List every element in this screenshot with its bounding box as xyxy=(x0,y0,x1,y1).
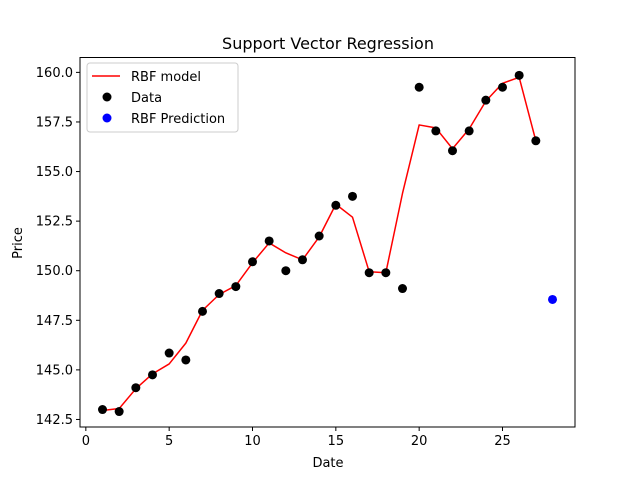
data-point xyxy=(498,82,507,92)
data-point xyxy=(248,257,257,267)
legend-prediction-marker xyxy=(102,113,112,123)
y-tick-label: 142.5 xyxy=(36,413,73,428)
data-point xyxy=(131,383,141,393)
series-layer xyxy=(98,70,557,417)
data-point xyxy=(181,355,191,365)
data-point xyxy=(531,136,541,146)
y-tick-label: 152.5 xyxy=(36,215,73,230)
y-tick-label: 145.0 xyxy=(36,363,73,378)
data-point xyxy=(114,407,124,417)
data-point xyxy=(481,95,491,105)
legend-label-rbf-model: RBF model xyxy=(131,70,201,85)
y-axis-label: Price xyxy=(11,227,26,259)
data-point xyxy=(348,191,357,201)
data-point xyxy=(264,236,274,246)
legend-label-rbf-prediction: RBF Prediction xyxy=(131,112,225,127)
data-point xyxy=(314,231,324,241)
data-point xyxy=(381,268,391,278)
x-tick-label: 5 xyxy=(165,434,173,449)
x-tick-label: 25 xyxy=(494,434,511,449)
y-tick-label: 147.5 xyxy=(36,314,73,329)
data-point xyxy=(198,306,207,316)
data-point xyxy=(514,70,524,80)
y-tick-label: 160.0 xyxy=(36,66,73,81)
data-point xyxy=(214,289,224,299)
legend-box xyxy=(86,62,239,133)
axes-frame xyxy=(79,57,576,428)
chart-title: Support Vector Regression xyxy=(222,34,434,53)
legend-data-marker xyxy=(102,92,112,102)
data-point xyxy=(164,348,174,358)
data-point xyxy=(431,126,441,136)
data-point xyxy=(364,268,374,278)
data-point xyxy=(298,255,307,265)
data-point xyxy=(448,146,457,156)
x-tick-label: 0 xyxy=(82,434,90,449)
data-point xyxy=(464,126,474,136)
y-tick-label: 157.5 xyxy=(36,115,73,130)
data-point xyxy=(398,284,407,294)
data-point xyxy=(281,266,291,276)
y-tick-label: 150.0 xyxy=(36,264,73,279)
rbf-prediction-point xyxy=(548,294,557,304)
data-point xyxy=(148,370,157,380)
data-point xyxy=(98,405,107,415)
legend-label-data: Data xyxy=(131,91,162,106)
legend: RBF model Data RBF Prediction xyxy=(86,62,239,133)
x-axis-label: Date xyxy=(312,456,343,471)
axis-ticks: 0 5 10 15 20 25 142.5 145.0 147.5 150.0 152.5 155.0… xyxy=(36,66,511,449)
x-tick-label: 10 xyxy=(244,434,261,449)
data-point xyxy=(231,282,241,292)
x-tick-label: 15 xyxy=(328,434,345,449)
y-tick-label: 155.0 xyxy=(36,165,73,180)
x-tick-label: 20 xyxy=(411,434,428,449)
data-point xyxy=(331,200,341,210)
data-point xyxy=(414,82,424,92)
